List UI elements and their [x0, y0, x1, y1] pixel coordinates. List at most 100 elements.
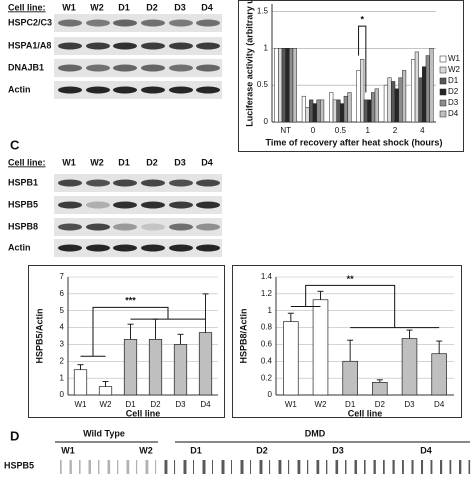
y-tick-label: 2	[60, 356, 65, 365]
lane-label: D1	[118, 2, 130, 12]
blot-streak	[326, 460, 328, 474]
blot-streak	[259, 460, 263, 474]
y-tick-label: 0	[268, 390, 273, 399]
bar	[374, 88, 379, 123]
y-tick-label: 0.2	[261, 373, 273, 382]
blot-band	[86, 244, 110, 252]
blot-strip	[54, 196, 222, 214]
bar	[316, 99, 321, 123]
y-tick-label: 6	[60, 289, 65, 298]
bar	[73, 369, 88, 396]
blot-strip	[54, 218, 222, 236]
x-tick-label: D3	[175, 400, 186, 409]
blot-band	[169, 244, 193, 252]
blot-streak	[430, 460, 433, 474]
y-tick-label: 0.8	[261, 323, 273, 332]
bar	[173, 344, 188, 396]
bar	[283, 321, 299, 396]
lane-label: D1	[190, 445, 202, 455]
blot-band	[113, 86, 137, 94]
blot-band	[141, 64, 165, 72]
x-tick-label: 4	[420, 126, 425, 135]
blot-band	[58, 223, 82, 231]
blot-strip	[54, 59, 222, 77]
y-tick-label: 0.5	[257, 80, 269, 89]
blot-band	[141, 19, 165, 27]
blot-strip	[54, 14, 222, 32]
bar	[394, 88, 399, 123]
bar	[98, 386, 113, 396]
panel-label: C	[10, 137, 20, 152]
x-tick-label: 2	[393, 126, 398, 135]
blot-streak	[145, 460, 149, 474]
blot-band	[113, 223, 137, 231]
row-label: Actin	[8, 84, 31, 94]
x-tick-label: D2	[150, 400, 161, 409]
blot-band	[58, 64, 82, 72]
legend-swatch	[439, 99, 447, 107]
bar	[391, 81, 396, 123]
x-tick-label: NT	[280, 126, 291, 135]
blot-streak	[69, 460, 72, 474]
blot-band	[141, 201, 165, 209]
bar	[320, 99, 325, 123]
x-tick-label: W1	[75, 400, 88, 409]
panel-label: D	[10, 428, 19, 443]
bar	[312, 103, 317, 123]
bar	[360, 59, 365, 123]
bar	[340, 103, 345, 123]
legend-label: W1	[448, 54, 461, 63]
x-axis-label: Time of recovery after heat shock (hours…	[266, 137, 443, 147]
blot-streak	[164, 460, 168, 474]
blot-band	[141, 223, 165, 231]
significance: *	[360, 15, 364, 25]
legend-label: D1	[448, 76, 459, 85]
blot-band	[86, 86, 110, 94]
x-tick-label: D4	[200, 400, 211, 409]
blot-band	[58, 179, 82, 187]
blot-streak	[449, 460, 452, 474]
significance: **	[347, 274, 355, 284]
blot-band	[113, 64, 137, 72]
lane-label: D4	[201, 2, 213, 12]
chart: 0 0.2 0.4 0.6 0.8 1 1.2 1.4 HSPB8/Actin Cell line…	[232, 265, 462, 418]
bar	[329, 92, 334, 123]
blot-streak	[117, 460, 119, 474]
blot-band	[113, 19, 137, 27]
lane-label: D2	[146, 2, 158, 12]
blot-strip	[54, 239, 222, 257]
row-label: HSPC2/C3	[8, 17, 52, 27]
bar	[414, 51, 419, 123]
x-tick-label: 0	[311, 126, 316, 135]
blot-band	[196, 86, 220, 94]
significance: ***	[125, 296, 136, 306]
blot-band	[113, 244, 137, 252]
blot-band	[196, 179, 220, 187]
blot-band	[196, 64, 220, 72]
bar	[285, 48, 290, 123]
lane-label: W2	[90, 2, 104, 12]
bar	[411, 59, 416, 123]
blot-streak	[221, 460, 225, 474]
legend-swatch	[439, 110, 447, 118]
legend-label: W2	[448, 65, 461, 74]
row-label: HSPB1	[8, 177, 38, 187]
y-tick-label: 3	[60, 340, 65, 349]
lane-label: D3	[332, 445, 344, 455]
blot-streak	[392, 460, 395, 474]
bar	[301, 95, 306, 123]
blot-band	[141, 244, 165, 252]
group-label: DMD	[305, 428, 326, 438]
blot-streak	[212, 460, 214, 474]
blot-band	[86, 201, 110, 209]
x-tick-label: 1	[365, 126, 370, 135]
blot-streak	[373, 460, 376, 474]
y-tick-label: 1.4	[261, 272, 273, 281]
blot-streak	[335, 460, 339, 474]
blot-streak	[126, 460, 130, 474]
x-tick-label: W1	[285, 400, 298, 409]
blot-band	[196, 19, 220, 27]
lane-label: W1	[61, 445, 75, 455]
